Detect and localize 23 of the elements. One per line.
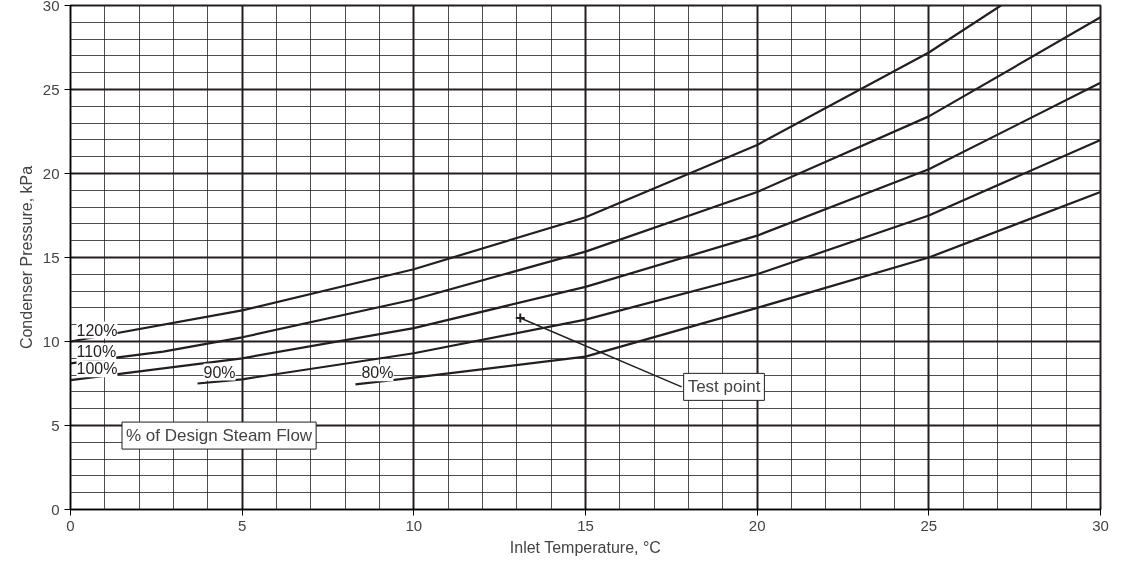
y-tick-label: 0 [51, 500, 60, 518]
x-tick-label: 20 [748, 516, 766, 534]
series-label: 100% [76, 360, 118, 378]
y-tick-label: 20 [42, 164, 60, 182]
x-tick-label: 15 [577, 516, 594, 534]
y-tick-label: 10 [42, 332, 60, 350]
annotation: Test point [687, 377, 761, 397]
series-label: 80% [361, 364, 394, 382]
y-tick-label: 25 [42, 80, 60, 98]
series-label: 90% [203, 363, 236, 381]
x-tick-label: 10 [405, 516, 423, 534]
y-tick-label: 30 [42, 0, 60, 14]
y-axis-title: Condenser Pressure, kPa [17, 165, 35, 350]
y-tick-label: 15 [42, 248, 60, 266]
annotation: % of Design Steam Flow [126, 426, 313, 446]
x-tick-label: 30 [1092, 516, 1109, 534]
x-tick-label: 5 [238, 516, 247, 534]
series-label: 120% [76, 321, 118, 339]
y-tick-label: 5 [51, 416, 60, 434]
x-axis-title: Inlet Temperature, °C [509, 538, 661, 556]
series-label: 110% [76, 343, 117, 361]
x-tick-label: 0 [66, 516, 75, 534]
x-tick-label: 25 [920, 516, 938, 534]
